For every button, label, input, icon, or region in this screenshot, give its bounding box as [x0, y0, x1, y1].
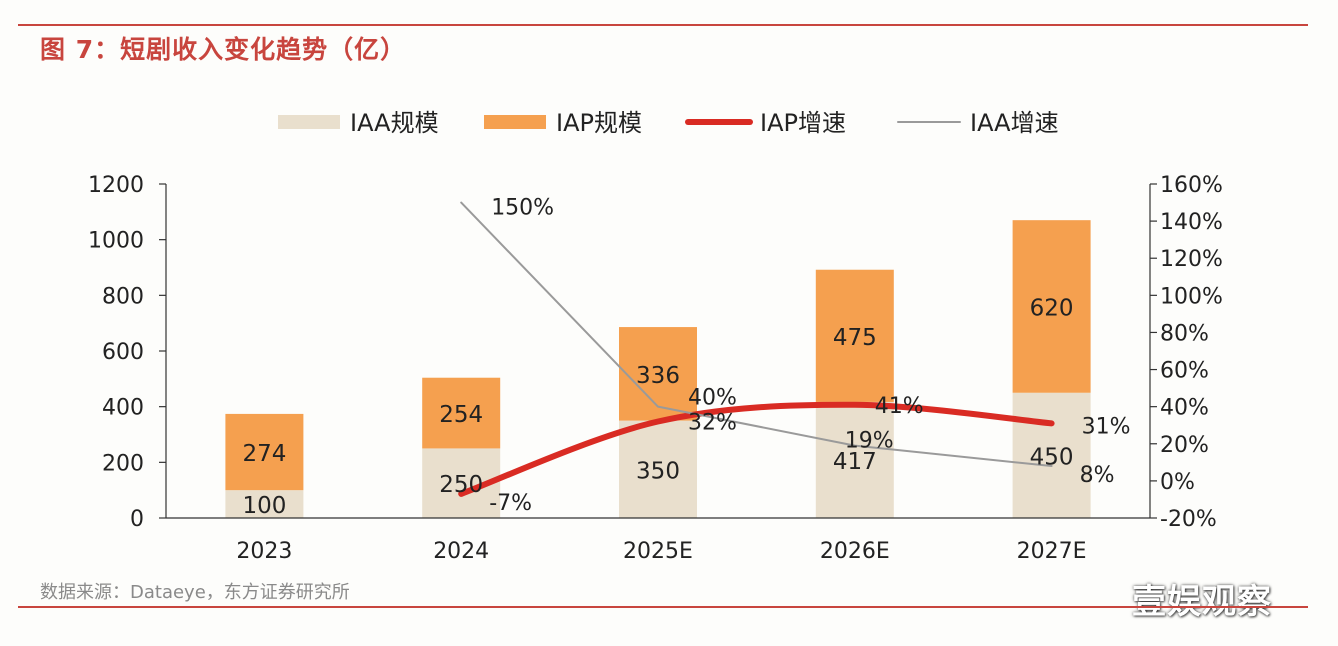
bar-iap-segment: [225, 413, 304, 491]
iap-value-label: 254: [439, 402, 483, 428]
legend-label: IAA增速: [970, 109, 1059, 137]
left-axis-tick-label: 0: [130, 507, 144, 532]
iaa-growth-label: 40%: [688, 386, 737, 411]
iaa-growth-label: 8%: [1080, 463, 1115, 488]
watermark-text: 壹娱观察: [1132, 582, 1272, 622]
iaa-value-label: 100: [242, 493, 286, 519]
legend-label: IAP规模: [556, 109, 642, 137]
left-axis-tick-label: 200: [102, 451, 144, 476]
x-axis-tick-label: 2025E: [623, 539, 693, 564]
bar-iaa-segment: [1012, 392, 1091, 518]
iap-value-label: 274: [242, 441, 286, 467]
left-axis-tick-label: 1200: [88, 173, 144, 198]
right-axis-tick-label: 60%: [1160, 359, 1209, 384]
bar-iap-segment: [815, 269, 894, 402]
bar-iap-segment: [619, 327, 697, 421]
legend-label: IAP增速: [760, 109, 846, 137]
legend-iaa-swatch: [278, 115, 340, 129]
right-axis-tick-label: 160%: [1160, 173, 1223, 198]
x-axis-tick-label: 2024: [433, 539, 489, 564]
iap-growth-label: 41%: [875, 394, 924, 419]
iap-value-label: 620: [1030, 295, 1074, 321]
iap-value-label: 336: [636, 363, 680, 389]
legend: IAA规模 IAP规模 IAP增速 IAA增速: [278, 109, 1059, 137]
bar-iaa-segment: [619, 420, 697, 518]
right-axis-tick-label: 40%: [1160, 396, 1209, 421]
iap-growth-label: -7%: [489, 491, 532, 516]
iaa-value-label: 250: [439, 472, 483, 498]
left-axis-tick-label: 800: [102, 284, 144, 309]
bottom-rule: [18, 606, 1308, 608]
iaa-value-label: 450: [1030, 444, 1074, 470]
left-axis-tick-label: 400: [102, 396, 144, 421]
iap-value-label: 475: [833, 325, 877, 351]
growth-lines: [458, 201, 1055, 497]
iaa-growth-label: 19%: [845, 429, 894, 454]
iaa-growth-label: 150%: [491, 196, 554, 221]
iaa-value-label: 350: [636, 458, 680, 484]
bar-iaa-segment: [815, 401, 894, 518]
legend-iap-swatch: [484, 115, 546, 129]
x-axis-tick-label: 2027E: [1017, 539, 1087, 564]
right-axis-tick-label: 140%: [1160, 210, 1223, 235]
left-axis-tick-label: 600: [102, 340, 144, 365]
right-axis-tick-label: 120%: [1160, 247, 1223, 272]
bar-iap-segment: [1012, 220, 1091, 393]
left-axis: 0 200 400 600 800 1000 1200: [88, 173, 167, 532]
data-source-note: 数据来源：Dataeye，东方证券研究所: [40, 582, 350, 603]
iap-growth-label: 31%: [1082, 414, 1131, 439]
iap-growth-label: 32%: [688, 411, 737, 436]
right-axis: -20% 0% 20% 40% 60% 80% 100% 120% 140% 160%: [1149, 173, 1223, 532]
iap-growth-line: [458, 401, 1055, 497]
figure-title: 图 7：短剧收入变化趋势（亿）: [40, 35, 407, 64]
x-axis: 2023 2024 2025E 2026E 2027E: [166, 517, 1150, 564]
iaa-growth-line: [460, 201, 1053, 468]
left-axis-tick-label: 1000: [88, 229, 144, 254]
x-axis-tick-label: 2026E: [820, 539, 890, 564]
bar-iaa-segment: [225, 490, 304, 518]
bars: [225, 220, 1091, 518]
legend-label: IAA规模: [350, 109, 439, 137]
right-axis-tick-label: -20%: [1160, 507, 1217, 532]
bar-iap-segment: [422, 377, 501, 449]
iaa-value-label: 417: [833, 449, 877, 475]
x-axis-tick-label: 2023: [236, 539, 292, 564]
right-axis-tick-label: 100%: [1160, 284, 1223, 309]
right-axis-tick-label: 20%: [1160, 433, 1209, 458]
right-axis-tick-label: 0%: [1160, 470, 1195, 495]
data-labels: 100 274 250 254 350 336 417 475 450 620 -7% 32% 41% 3…: [242, 196, 1130, 520]
right-axis-tick-label: 80%: [1160, 321, 1209, 346]
top-rule: [18, 24, 1308, 26]
